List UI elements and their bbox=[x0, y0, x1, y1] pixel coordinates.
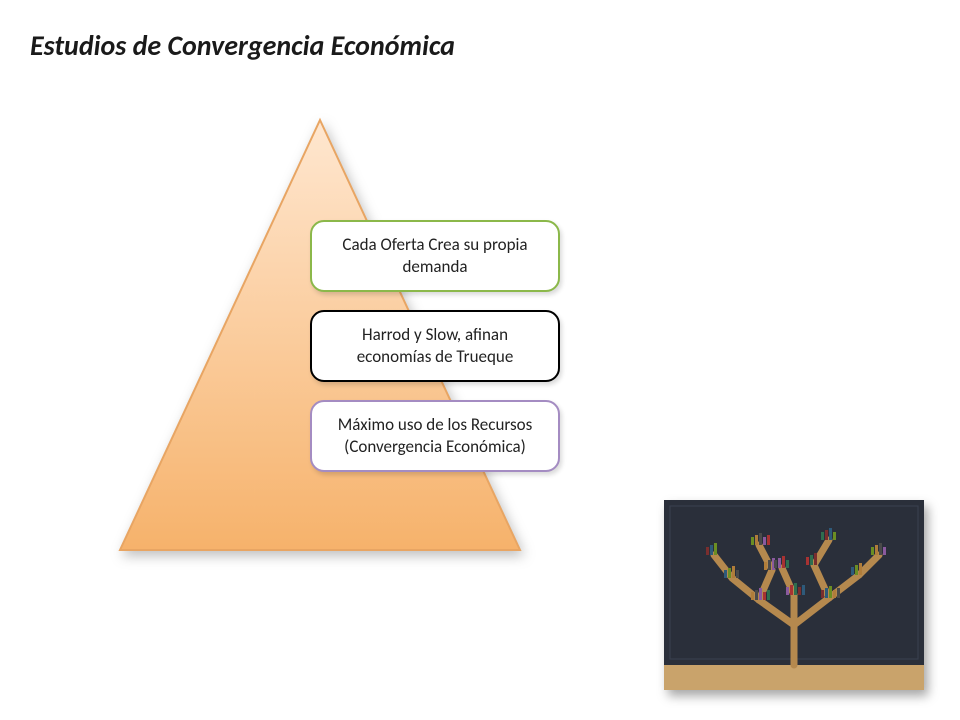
bookshelf-tree-svg bbox=[664, 500, 924, 690]
pyramid-box-2: Harrod y Slow, afinan economías de Trueq… bbox=[310, 310, 560, 382]
bookshelf-tree-image bbox=[664, 500, 924, 690]
pyramid-box-1-text: Cada Oferta Crea su propia demanda bbox=[342, 234, 527, 277]
page-title: Estudios de Convergencia Económica bbox=[30, 28, 455, 63]
pyramid-box-1: Cada Oferta Crea su propia demanda bbox=[310, 220, 560, 292]
pyramid-box-2-text: Harrod y Slow, afinan economías de Trueq… bbox=[357, 324, 514, 367]
pyramid-box-3: Máximo uso de los Recursos (Convergencia… bbox=[310, 400, 560, 472]
pyramid-box-3-text: Máximo uso de los Recursos (Convergencia… bbox=[338, 414, 533, 457]
